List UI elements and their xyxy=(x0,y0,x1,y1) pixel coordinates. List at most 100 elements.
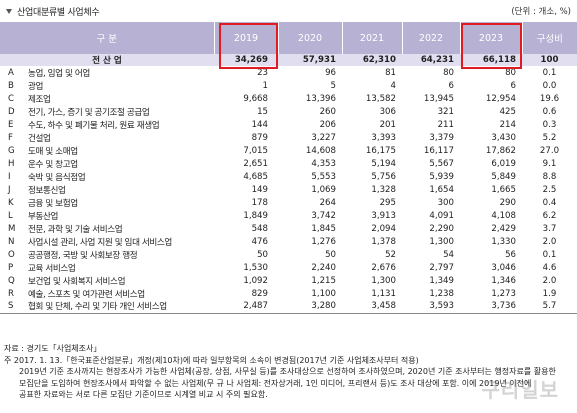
value-2019: 2,651 xyxy=(243,158,268,169)
table-title-text: 산업대분류별 사업체수 xyxy=(17,8,100,18)
value-2022: 16,117 xyxy=(423,145,454,156)
value-2022: 5,939 xyxy=(429,171,454,182)
footnote-2: 2019년 기준 조사까지는 현장조사가 가능한 사업체(공장, 상점, 사무실… xyxy=(19,367,556,376)
footnote-3: 모집단을 도입하여 현장조사에서 파악할 수 없는 사업체(무 규 나 사업체:… xyxy=(19,378,532,388)
industry-code: A xyxy=(8,67,14,78)
highlight-box-2019 xyxy=(219,23,278,69)
value-2022: 6 xyxy=(448,80,454,91)
value-2023: 80 xyxy=(505,67,516,78)
industry-name: 전문, 과학 및 기술 서비스업 xyxy=(28,224,123,235)
industry-name: 공공행정, 국방 및 사회보장 행정 xyxy=(28,250,138,261)
share-value: 0.1 xyxy=(542,249,557,260)
value-2021: 1,328 xyxy=(371,184,396,195)
industry-name: 수도, 하수 및 폐기물 처리, 원료 재생업 xyxy=(28,120,160,131)
industry-name: 부동산업 xyxy=(28,211,59,222)
value-2021: 1,378 xyxy=(371,236,396,247)
industry-code: S xyxy=(8,301,14,312)
industry-name: 농업, 임업 및 어업 xyxy=(28,68,90,79)
value-2022: 80 xyxy=(443,67,454,78)
share-value: 5.7 xyxy=(542,301,557,312)
value-2020: 1,100 xyxy=(311,288,336,299)
share-value: 3.7 xyxy=(542,223,557,234)
value-2020: 4,353 xyxy=(311,158,336,169)
value-2022: 3,379 xyxy=(429,132,454,143)
value-2023: 6 xyxy=(510,80,516,91)
share-value: 2.5 xyxy=(542,184,557,195)
table-row: H 운수 및 창고업 2,651 4,353 5,194 5,567 6,019 9.1 xyxy=(0,157,577,170)
industry-name: 사업시설 관리, 사업 지원 및 임대 서비스업 xyxy=(28,237,172,248)
total-value-2022: 64,231 xyxy=(420,55,454,65)
value-2022: 5,567 xyxy=(429,158,454,169)
value-2019: 23 xyxy=(257,67,268,78)
value-2020: 96 xyxy=(325,67,336,78)
value-2022: 2,290 xyxy=(429,223,454,234)
value-2021: 5,756 xyxy=(371,171,396,182)
value-2020: 260 xyxy=(319,106,336,117)
industry-code: L xyxy=(8,210,13,221)
table-row: K 금융 및 보험업 178 264 295 300 290 0.4 xyxy=(0,196,577,209)
value-2023: 56 xyxy=(505,249,516,260)
value-2021: 52 xyxy=(385,249,396,260)
table-row: R 예술, 스포츠 및 여가관련 서비스업 829 1,100 1,131 1,238 1,… xyxy=(0,287,577,300)
value-2021: 5,194 xyxy=(371,158,396,169)
header-year-2021: 2021 xyxy=(342,22,403,54)
value-2019: 50 xyxy=(257,249,268,260)
industry-name: 건설업 xyxy=(28,133,51,144)
industry-name: 광업 xyxy=(28,81,44,92)
value-2022: 1,349 xyxy=(429,275,454,286)
value-2023: 2,429 xyxy=(491,223,516,234)
table-row: N 사업시설 관리, 사업 지원 및 임대 서비스업 476 1,276 1,378 1,… xyxy=(0,235,577,248)
total-value-2023: 66,118 xyxy=(482,55,516,65)
industry-name: 예술, 스포츠 및 여가관련 서비스업 xyxy=(28,289,145,300)
value-2023: 1,346 xyxy=(491,275,516,286)
table-row: O 공공행정, 국방 및 사회보장 행정 50 50 52 54 56 0.1 xyxy=(0,248,577,261)
highlight-box-2023 xyxy=(461,23,522,69)
footnote-1: 주 2017. 1. 13.「한국표준산업분류」개정(제10차)에 따라 일부항… xyxy=(4,355,419,365)
value-2021: 13,582 xyxy=(365,93,396,104)
value-2020: 1,276 xyxy=(311,236,336,247)
value-2022: 300 xyxy=(437,197,454,208)
value-2021: 306 xyxy=(379,106,396,117)
value-2019: 1,530 xyxy=(243,262,268,273)
value-2023: 1,330 xyxy=(491,236,516,247)
share-value: 4.6 xyxy=(542,262,557,273)
industry-code: F xyxy=(8,132,13,143)
table-row: D 전기, 가스, 증기 및 공기조절 공급업 15 260 306 321 425 0.6 xyxy=(0,105,577,118)
share-value: 9.1 xyxy=(542,158,557,169)
value-2022: 1,654 xyxy=(429,184,454,195)
table-row: B 광업 1 5 4 6 6 0.0 xyxy=(0,79,577,92)
share-value: 2.0 xyxy=(542,236,557,247)
share-value: 0.0 xyxy=(542,80,557,91)
table-row: I 숙박 및 음식점업 4,685 5,553 5,756 5,939 5,849 8.8 xyxy=(0,170,577,183)
value-2023: 3,430 xyxy=(491,132,516,143)
total-row: 전 산 업 34,269 57,931 62,310 64,231 66,118… xyxy=(0,54,577,66)
value-2019: 476 xyxy=(251,236,268,247)
value-2020: 2,240 xyxy=(311,262,336,273)
industry-name: 도매 및 소매업 xyxy=(28,146,78,157)
header-year-2020: 2020 xyxy=(278,22,343,54)
table-row: M 전문, 과학 및 기술 서비스업 548 1,845 2,094 2,290 2,429… xyxy=(0,222,577,235)
value-2020: 5,553 xyxy=(311,171,336,182)
value-2022: 211 xyxy=(437,119,454,130)
industry-code: K xyxy=(8,197,14,208)
share-value: 0.1 xyxy=(542,67,557,78)
table-row: J 정보통신업 149 1,069 1,328 1,654 1,665 2.5 xyxy=(0,183,577,196)
unit-label: (단위 : 개소, %) xyxy=(511,7,571,17)
value-2020: 206 xyxy=(319,119,336,130)
table-row: L 부동산업 1,849 3,742 3,913 4,091 4,108 6.2 xyxy=(0,209,577,222)
value-2020: 1,069 xyxy=(311,184,336,195)
industry-code: I xyxy=(8,171,11,182)
table-row: G 도매 및 소매업 7,015 14,608 16,175 16,117 17,862 27… xyxy=(0,144,577,157)
value-2019: 548 xyxy=(251,223,268,234)
industry-code: C xyxy=(8,93,15,104)
value-2022: 1,300 xyxy=(429,236,454,247)
value-2019: 149 xyxy=(251,184,268,195)
value-2019: 7,015 xyxy=(243,145,268,156)
industry-name: 전기, 가스, 증기 및 공기조절 공급업 xyxy=(28,107,150,118)
value-2019: 4,685 xyxy=(243,171,268,182)
total-share: 100 xyxy=(540,55,559,65)
value-2019: 879 xyxy=(251,132,268,143)
header-row: 구 분 2019 2020 2021 2022 2023 구성비 xyxy=(0,22,577,54)
table-row: A 농업, 임업 및 어업 23 96 81 80 80 0.1 xyxy=(0,66,577,79)
table-row: Q 보건업 및 사회복지 서비스업 1,092 1,215 1,300 1,349 1,34… xyxy=(0,274,577,287)
